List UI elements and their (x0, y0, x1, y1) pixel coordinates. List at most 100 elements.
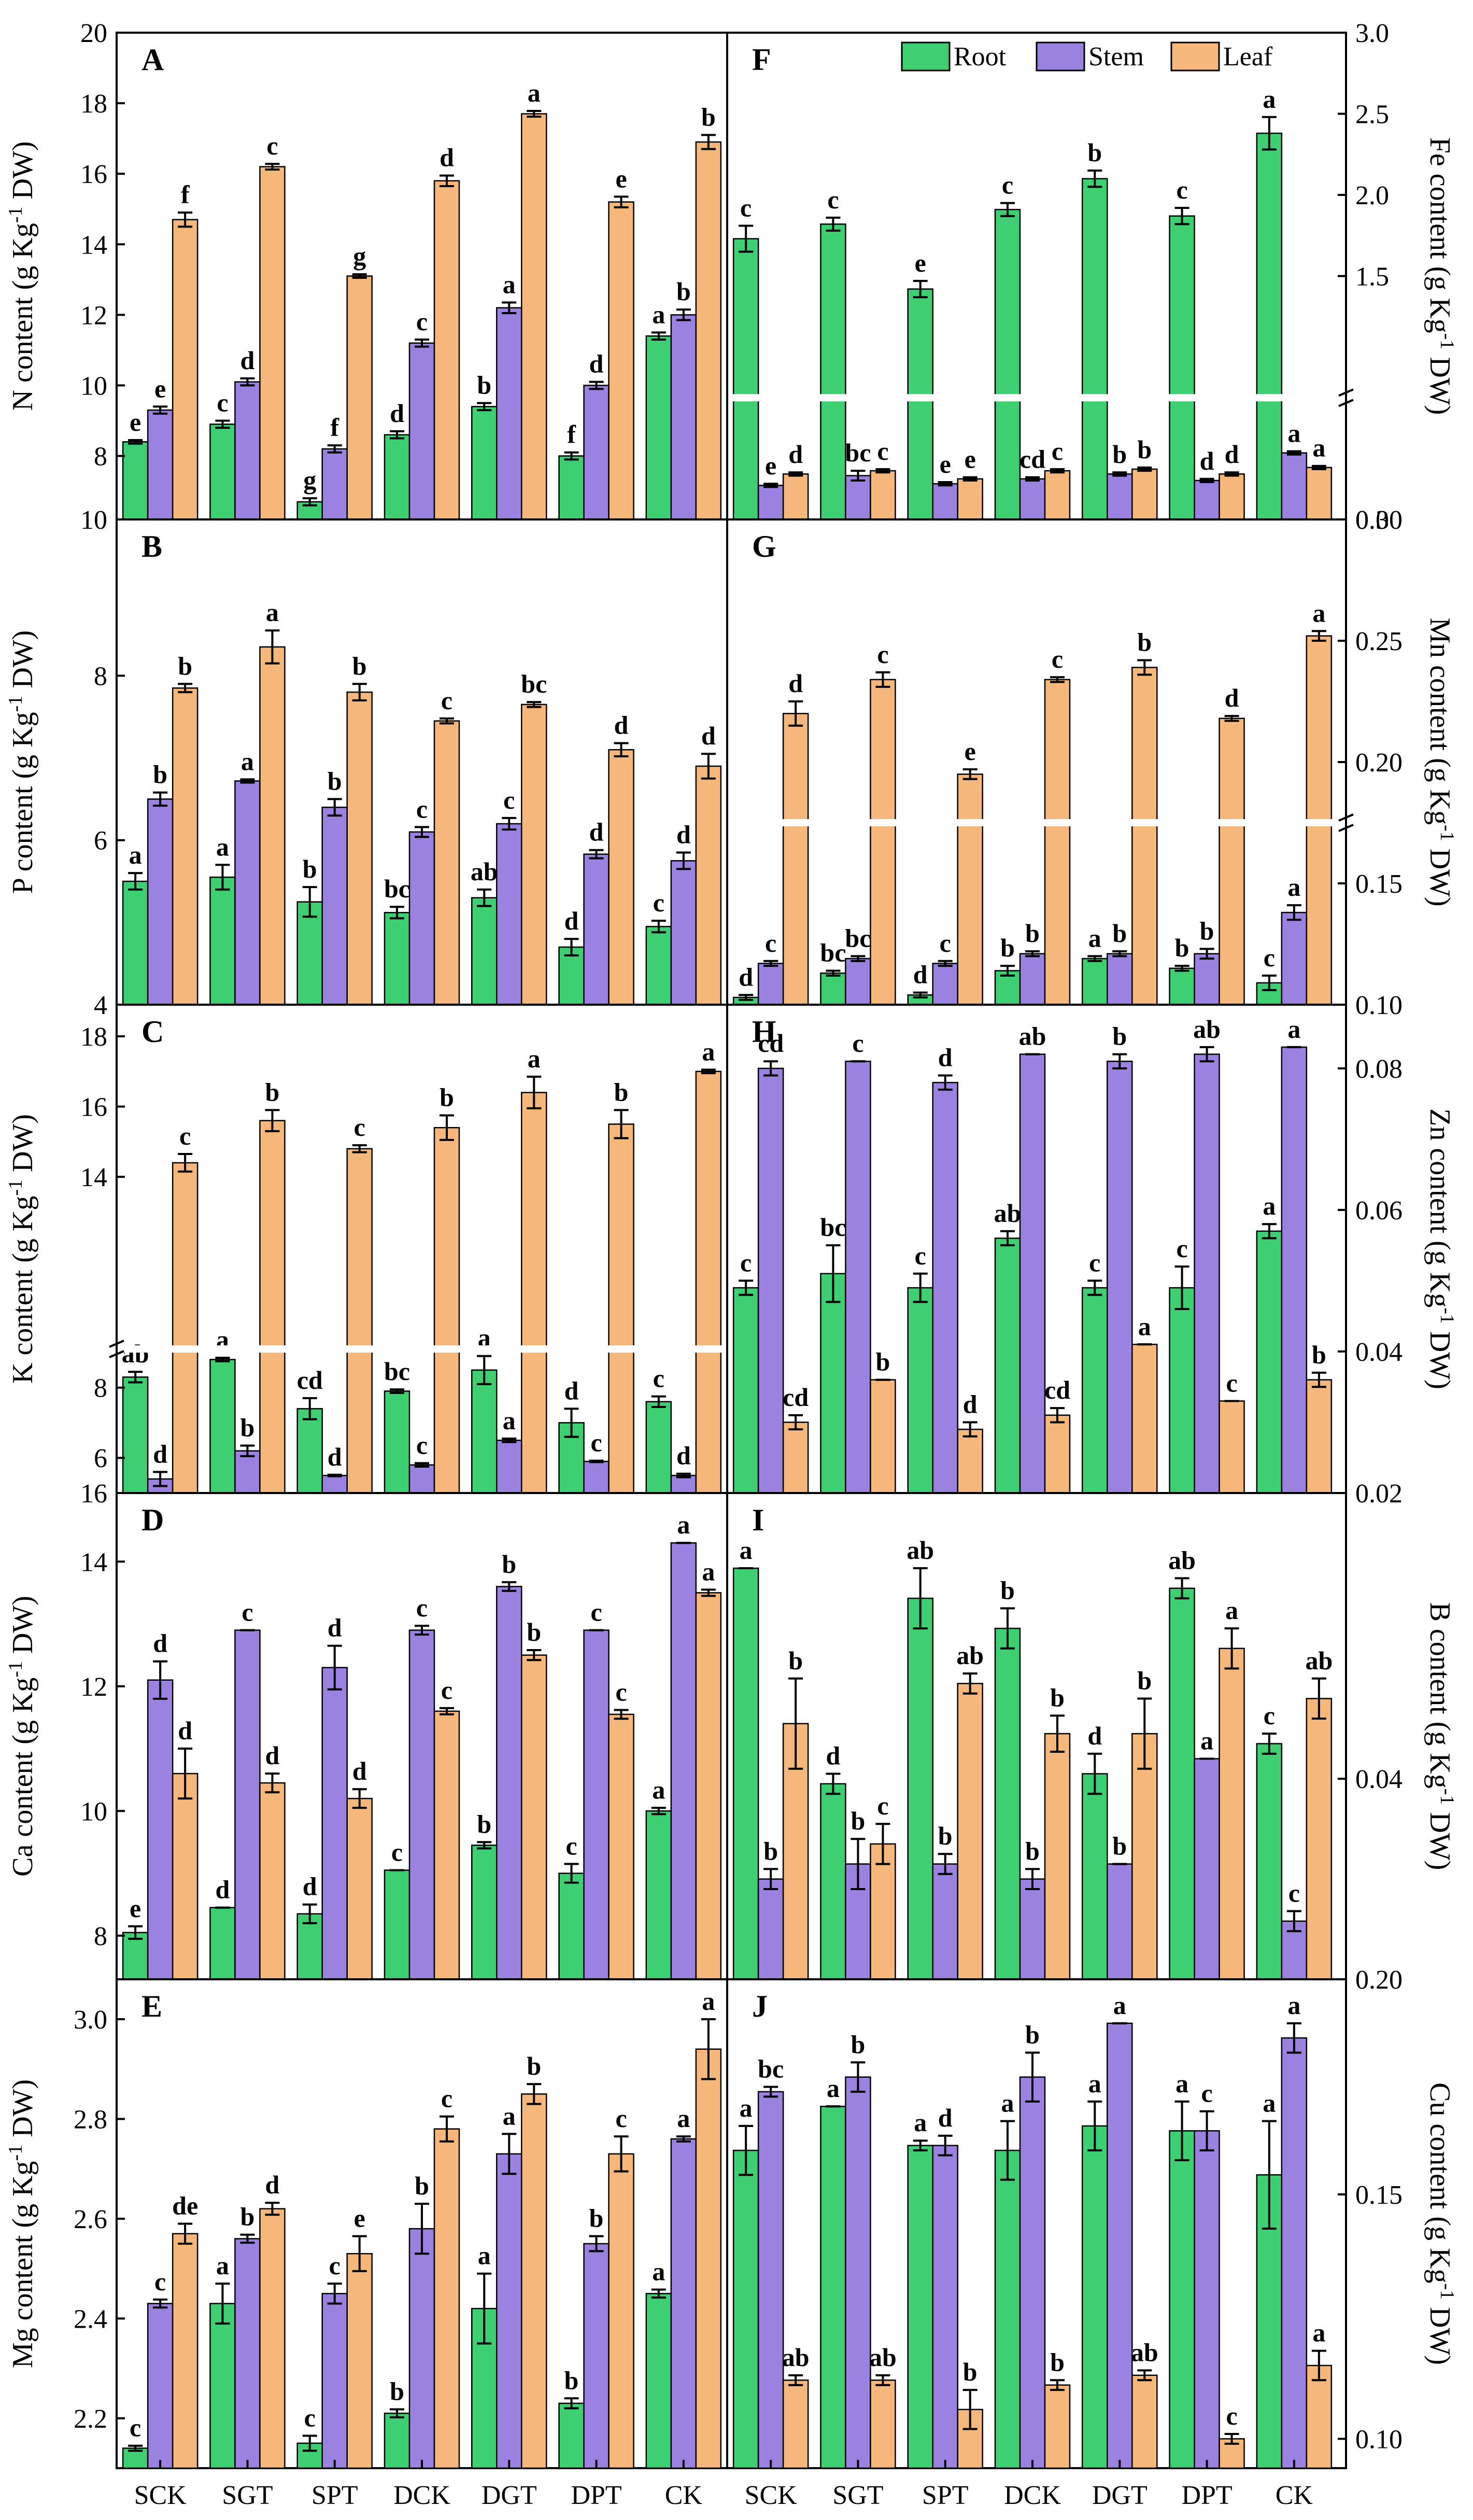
significance-label: d (938, 1043, 953, 1072)
significance-label: d (328, 1442, 342, 1471)
significance-label: d (614, 711, 629, 740)
bar (147, 1679, 174, 1980)
significance-label: e (354, 2204, 365, 2233)
bar (346, 2252, 373, 2469)
bar (907, 2145, 933, 2469)
y-axis-title-superscript: -1 (5, 2145, 26, 2161)
y-axis-title-part: DW) (1424, 349, 1456, 415)
significance-label: a (702, 1037, 715, 1066)
bar (1219, 1648, 1245, 1980)
significance-label: c (1176, 175, 1187, 204)
significance-label: a (827, 2074, 840, 2103)
bar (670, 314, 697, 520)
significance-label: b (614, 1077, 629, 1106)
significance-label: c (1201, 2079, 1212, 2108)
bar (408, 2228, 435, 2469)
significance-label: b (265, 1077, 280, 1106)
bar (521, 1654, 547, 1980)
bar (321, 448, 348, 520)
bar (259, 1120, 286, 1494)
y-tick-label: 8 (94, 1922, 107, 1951)
bar (122, 441, 149, 520)
bar (608, 749, 634, 1006)
series-stem: b abc cd d (147, 747, 697, 1006)
x-tick-label: DGT (1092, 2481, 1148, 2510)
significance-label: g (303, 466, 316, 495)
significance-label: d (153, 1629, 167, 1658)
significance-label: c (1226, 2401, 1237, 2430)
y-tick-label: 0.02 (1355, 1479, 1403, 1509)
significance-label: b (303, 854, 317, 883)
significance-label: a (677, 2104, 690, 2133)
y-tick-label: 0.06 (1355, 1196, 1403, 1226)
significance-label: b (1137, 627, 1152, 656)
y-tick-label: 0.08 (1355, 1054, 1403, 1084)
y-tick-label: 0.10 (1355, 2425, 1403, 2454)
bar (558, 455, 585, 520)
x-axis-category-labels: SCK SGT SPT DCK DGT DPT CK SCK SGT SPT DCK DGT DPT CK (134, 2460, 1313, 2510)
bar (608, 1713, 634, 1980)
bar (259, 646, 286, 1006)
bar (172, 1772, 199, 1980)
axis-break-mark (109, 1340, 124, 1358)
significance-label: c (304, 2403, 316, 2432)
significance-label: b (1050, 1683, 1065, 1712)
significance-label: c (1264, 943, 1275, 972)
significance-label: c (1264, 1701, 1275, 1730)
x-tick-label: DGT (481, 2481, 537, 2510)
bar (234, 1629, 261, 1980)
bar (147, 798, 174, 1006)
bar (645, 1401, 672, 1494)
bar (209, 2303, 236, 2469)
bar (695, 1071, 722, 1494)
bar (1044, 1733, 1071, 1980)
significance-label: d (240, 346, 255, 375)
bar (932, 1863, 958, 1980)
significance-label: b (1112, 919, 1127, 948)
bar (695, 765, 722, 1006)
y-tick-label: 18 (80, 1022, 107, 1052)
significance-label: e (130, 407, 141, 437)
significance-label: b (415, 2171, 429, 2200)
significance-label: e (940, 449, 951, 478)
x-tick-label: CK (665, 2481, 703, 2510)
x-tick-label: SPT (922, 2481, 969, 2510)
bar (346, 1798, 373, 1980)
significance-label: bc (845, 438, 871, 467)
bar (209, 1907, 236, 1980)
y-axis-title-part: DW) (7, 1114, 39, 1179)
bar (521, 2093, 547, 2469)
bar (433, 2128, 460, 2469)
bar (1044, 679, 1071, 1006)
significance-label: d (589, 349, 604, 378)
significance-label: a (740, 2093, 753, 2122)
significance-label: d (440, 143, 454, 172)
significance-label: a (241, 747, 254, 776)
y-tick-label: 8 (94, 661, 107, 691)
significance-label: b (1087, 138, 1102, 167)
y-axis-title-part: DW) (7, 2079, 39, 2145)
significance-label: ab (994, 1199, 1022, 1228)
bar (384, 1390, 410, 1494)
significance-label: b (763, 1836, 778, 1865)
significance-label: b (440, 1082, 454, 1111)
significance-label: c (503, 785, 515, 814)
significance-label: b (938, 1821, 953, 1850)
significance-label: cd (758, 1029, 784, 1058)
y-tick-label: 16 (80, 160, 107, 189)
significance-label: b (328, 766, 342, 795)
bar (757, 1067, 784, 1494)
bar (845, 2076, 871, 2469)
y-axis-title-part: DW) (7, 1596, 39, 1661)
significance-label: cd (1044, 1375, 1070, 1404)
significance-label: e (130, 1894, 141, 1923)
bar (782, 473, 809, 520)
significance-label: b (963, 2357, 978, 2386)
significance-label: b (1025, 2020, 1040, 2049)
y-tick-label: 3.0 (1355, 19, 1389, 48)
